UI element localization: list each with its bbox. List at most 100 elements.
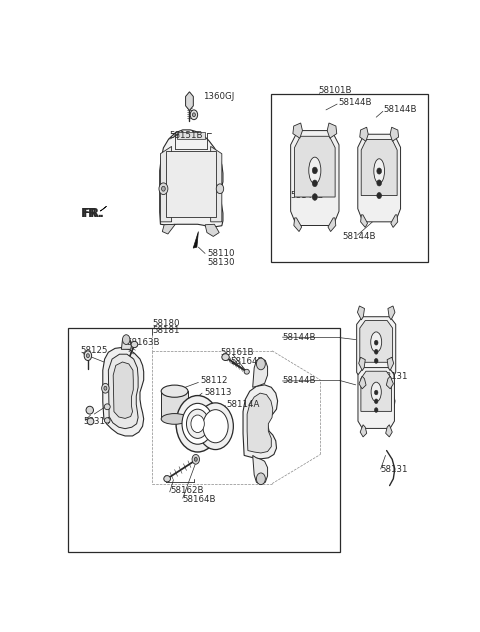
Circle shape xyxy=(377,168,382,174)
Polygon shape xyxy=(243,385,277,459)
Circle shape xyxy=(377,193,382,198)
Circle shape xyxy=(374,399,378,404)
Polygon shape xyxy=(291,131,339,226)
Polygon shape xyxy=(328,218,336,231)
Circle shape xyxy=(192,113,195,117)
Polygon shape xyxy=(211,147,222,222)
Polygon shape xyxy=(358,306,364,320)
Bar xyxy=(68,328,340,552)
Polygon shape xyxy=(361,140,397,195)
Polygon shape xyxy=(160,147,172,222)
Text: 58144B: 58144B xyxy=(282,332,316,342)
Text: 58101B: 58101B xyxy=(319,86,352,95)
Bar xyxy=(271,94,428,262)
Ellipse shape xyxy=(161,385,188,398)
Text: 58130: 58130 xyxy=(207,258,234,267)
Circle shape xyxy=(374,349,378,354)
Ellipse shape xyxy=(371,332,382,352)
Polygon shape xyxy=(162,224,175,234)
Polygon shape xyxy=(113,362,133,418)
Text: 58144B: 58144B xyxy=(342,232,375,241)
Ellipse shape xyxy=(309,157,321,184)
Polygon shape xyxy=(359,357,365,370)
Polygon shape xyxy=(294,218,301,231)
Ellipse shape xyxy=(87,418,94,425)
Polygon shape xyxy=(177,132,205,139)
Text: 58161B: 58161B xyxy=(220,348,253,356)
Polygon shape xyxy=(360,215,368,228)
Ellipse shape xyxy=(244,369,249,374)
Polygon shape xyxy=(360,425,367,437)
Circle shape xyxy=(186,409,209,439)
Polygon shape xyxy=(166,151,216,217)
Text: FR.: FR. xyxy=(83,207,105,219)
Circle shape xyxy=(190,110,198,119)
Circle shape xyxy=(374,358,378,363)
Text: FR.: FR. xyxy=(81,207,102,219)
Polygon shape xyxy=(186,92,193,111)
Polygon shape xyxy=(390,127,398,141)
Circle shape xyxy=(192,454,200,464)
Polygon shape xyxy=(360,127,368,141)
Circle shape xyxy=(162,186,165,191)
Ellipse shape xyxy=(86,406,94,414)
Bar xyxy=(117,373,131,399)
Bar xyxy=(170,181,201,211)
Text: 58131: 58131 xyxy=(381,465,408,473)
Ellipse shape xyxy=(104,404,110,410)
Circle shape xyxy=(374,390,378,395)
Text: 58110: 58110 xyxy=(207,249,234,258)
Circle shape xyxy=(86,354,89,358)
Text: 58164B: 58164B xyxy=(230,357,264,366)
Polygon shape xyxy=(121,336,132,349)
Ellipse shape xyxy=(131,341,138,348)
Circle shape xyxy=(312,167,317,174)
Polygon shape xyxy=(361,371,392,411)
Circle shape xyxy=(216,184,224,193)
Ellipse shape xyxy=(161,413,188,424)
Circle shape xyxy=(377,180,382,186)
Circle shape xyxy=(176,396,219,452)
Polygon shape xyxy=(295,137,335,197)
Text: 58114A: 58114A xyxy=(227,400,260,409)
Ellipse shape xyxy=(105,418,110,423)
Polygon shape xyxy=(385,425,392,437)
Text: 58112: 58112 xyxy=(201,377,228,386)
Polygon shape xyxy=(386,376,394,389)
Bar xyxy=(170,154,214,176)
Ellipse shape xyxy=(374,159,384,183)
Text: 58144B: 58144B xyxy=(290,191,324,200)
Circle shape xyxy=(102,384,109,393)
Polygon shape xyxy=(160,130,223,227)
Circle shape xyxy=(84,351,92,360)
Circle shape xyxy=(374,408,378,412)
Ellipse shape xyxy=(164,476,170,482)
Circle shape xyxy=(159,183,168,195)
Circle shape xyxy=(374,340,378,345)
Polygon shape xyxy=(357,317,396,380)
Circle shape xyxy=(198,403,233,449)
Polygon shape xyxy=(103,348,144,436)
Circle shape xyxy=(312,193,317,200)
Text: 58151B: 58151B xyxy=(170,131,203,140)
Text: 58131: 58131 xyxy=(381,372,408,381)
Text: 1360GJ: 1360GJ xyxy=(203,92,234,100)
Polygon shape xyxy=(358,134,401,222)
Polygon shape xyxy=(247,393,273,453)
Text: 58162B: 58162B xyxy=(171,486,204,495)
Text: 58181: 58181 xyxy=(152,326,180,336)
Polygon shape xyxy=(252,456,267,485)
Text: 58113: 58113 xyxy=(204,387,232,397)
Polygon shape xyxy=(205,224,219,236)
Polygon shape xyxy=(161,391,188,419)
Polygon shape xyxy=(252,358,267,387)
Circle shape xyxy=(312,180,317,186)
Text: 58163B: 58163B xyxy=(126,338,160,347)
Bar xyxy=(201,181,214,211)
Polygon shape xyxy=(391,215,398,228)
Text: 58180: 58180 xyxy=(152,319,180,327)
Text: 58314: 58314 xyxy=(83,417,110,426)
Polygon shape xyxy=(358,368,395,428)
Polygon shape xyxy=(388,306,395,320)
Circle shape xyxy=(122,335,130,344)
